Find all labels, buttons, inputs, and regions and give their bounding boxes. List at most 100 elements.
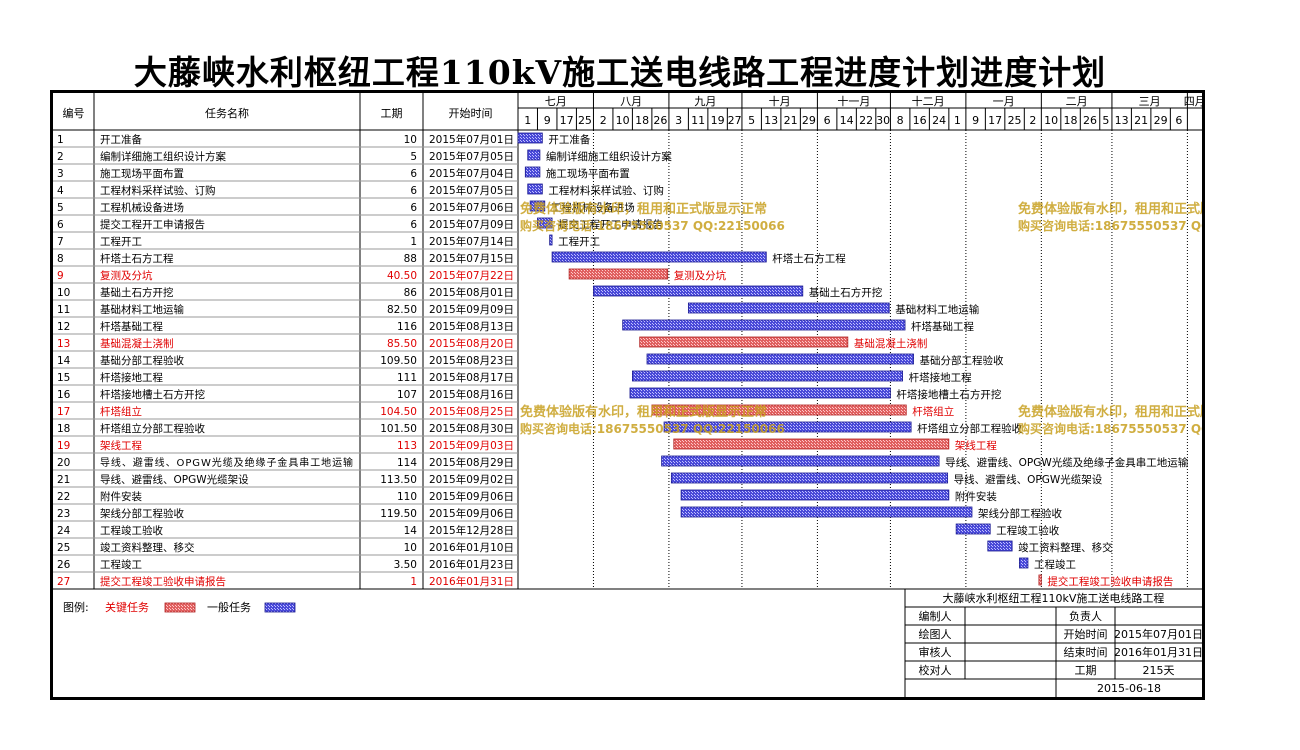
task-bar-label: 架线工程 [955,439,997,452]
task-start: 2015年07月09日 [429,218,514,231]
task-bar-label: 施工现场平面布置 [546,167,630,180]
task-bar [568,268,669,280]
task-id: 12 [57,321,70,333]
task-bar-label: 基础混凝土浇制 [854,337,928,350]
task-bar-label: 基础土石方开挖 [809,286,883,299]
task-bar [680,506,973,518]
task-bar [551,251,767,263]
task-start: 2016年01月31日 [429,575,514,588]
task-start: 2015年09月03日 [429,439,514,452]
month-label: 八月 [620,95,642,108]
legend-critical-label: 关键任务 [105,600,149,614]
task-duration: 114 [397,457,417,469]
legend-normal-swatch [264,602,296,613]
task-name: 基础土石方开挖 [100,286,174,299]
info-drawer-label: 绘图人 [919,627,952,641]
watermark-line1: 免费体验版有水印，租用和正式版显示正常 [520,404,767,420]
task-id: 9 [57,270,64,282]
task-bar [527,149,541,161]
task-bar-label: 附件安装 [955,490,997,503]
task-duration: 119.50 [380,508,417,520]
task-duration: 6 [410,168,417,180]
day-label: 17 [988,114,1002,127]
task-duration: 1 [410,236,417,248]
info-checker-label: 校对人 [919,663,952,677]
task-duration: 5 [410,151,417,163]
watermark-line1: 免费体验版有水印，租用和正式版显示正常 [520,201,767,217]
day-label: 26 [1083,114,1097,127]
task-bar-label: 杆塔接地槽土石方开挖 [896,388,1001,401]
task-name: 基础材料工地运输 [100,303,184,316]
task-id: 7 [57,236,64,248]
info-duration-label: 工期 [1075,664,1097,677]
month-label: 二月 [1066,95,1088,108]
task-id: 22 [57,491,70,503]
task-id: 19 [57,440,70,452]
task-start: 2015年08月01日 [429,286,514,299]
task-duration: 85.50 [387,338,417,350]
info-duration: 215天 [1143,664,1175,677]
grid-lines [53,93,1202,590]
day-label: 27 [728,114,742,127]
task-duration: 101.50 [380,423,417,435]
task-start: 2015年08月16日 [429,388,514,401]
header-id: 编号 [63,106,85,120]
task-duration: 14 [404,525,418,537]
task-start: 2015年08月29日 [429,456,514,469]
task-id: 5 [57,202,64,214]
task-bar [529,200,546,212]
task-bar [955,523,991,535]
task-name: 基础分部工程验收 [100,354,184,367]
task-bar [549,234,553,246]
day-label: 16 [913,114,927,127]
task-id: 8 [57,253,64,265]
task-bar [670,472,949,484]
task-bar [646,353,914,365]
task-duration: 40.50 [387,270,417,282]
task-duration: 104.50 [380,406,417,418]
task-id: 14 [57,355,71,367]
month-label: 十二月 [912,94,945,108]
task-start: 2015年07月04日 [429,167,514,180]
task-id: 24 [57,525,71,537]
header-name: 任务名称 [205,106,249,120]
legend-label: 图例: [63,600,89,614]
info-project: 大藤峡水利枢纽工程110kV施工送电线路工程 [943,591,1165,605]
task-bar [1019,557,1029,569]
day-label: 13 [764,114,778,127]
info-owner-label: 负责人 [1069,609,1102,623]
day-label: 21 [1134,114,1148,127]
day-label: 29 [802,114,816,127]
task-name: 基础混凝土浇制 [100,337,174,350]
info-start: 2015年07月01日 [1114,627,1202,641]
task-name: 杆塔土石方工程 [100,252,174,265]
task-bar-label: 架线分部工程验收 [978,507,1062,520]
task-duration: 110 [397,491,417,503]
header-start: 开始时间 [449,106,493,120]
task-start: 2015年12月28日 [429,524,514,537]
day-label: 25 [1008,114,1022,127]
task-duration: 113.50 [380,474,417,486]
task-duration: 107 [397,389,417,401]
task-duration: 1 [410,576,417,588]
task-bars: 开工准备编制详细施工组织设计方案施工现场平面布置工程材料采样试验、订购工程机械设… [517,132,1189,588]
day-label: 8 [897,114,904,127]
task-bar-label: 工程竣工 [1034,558,1076,571]
task-id: 11 [57,304,70,316]
task-id: 21 [57,474,70,486]
task-duration: 10 [404,542,417,554]
month-label: 九月 [694,95,716,108]
task-bar [687,302,890,314]
month-label: 七月 [545,95,567,108]
day-label: 11 [691,114,705,127]
month-label: 十一月 [837,94,870,108]
chart-title: 大藤峡水利枢纽工程110kV施工送电线路工程进度计划进度计划 [133,53,1107,92]
task-start: 2016年01月23日 [429,558,514,571]
task-name: 工程材料采样试验、订购 [100,184,216,197]
task-name: 工程机械设备进场 [100,201,184,214]
watermark-line2: 购买咨询电话:18675550537 QQ:22150066 [520,421,785,436]
